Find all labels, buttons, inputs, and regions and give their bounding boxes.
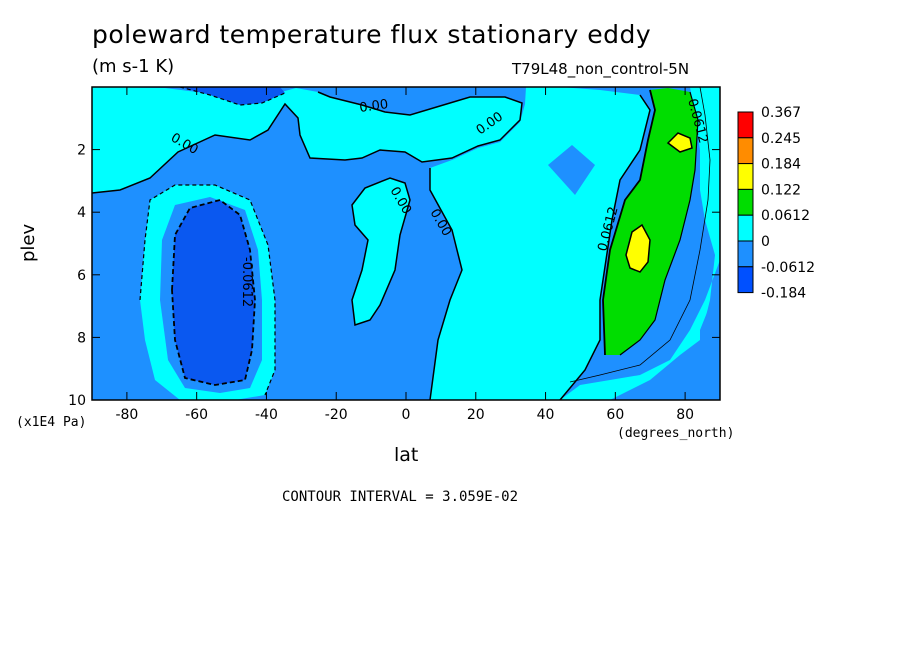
x-tick-label: 40 <box>537 407 555 423</box>
contour-thin-east <box>569 87 711 383</box>
colorbar-swatch <box>737 188 754 216</box>
contour-interval: CONTOUR INTERVAL = 3.059E-02 <box>282 489 519 505</box>
y-tick-label: 10 <box>68 393 86 409</box>
x-tick-label: -60 <box>185 407 208 423</box>
contour-pos-green-east <box>619 91 699 356</box>
colorbar-label: 0.367 <box>761 105 801 121</box>
y-tick-label: 2 <box>77 143 86 159</box>
x-tick-label: 20 <box>467 407 485 423</box>
colorbar-label: -0.0612 <box>761 260 815 276</box>
y-tick-label: 8 <box>77 330 86 346</box>
contour-neg-topleft <box>179 87 286 106</box>
contour-fills <box>92 87 720 400</box>
x-axis-label: lat <box>394 444 419 466</box>
colorbar-label: 0.245 <box>761 131 801 147</box>
contour-zero-east <box>559 94 651 400</box>
fill-darkblue-south <box>172 200 255 385</box>
contour-zero-tongue <box>351 177 411 327</box>
fill-cyan-center <box>430 87 650 400</box>
axes: -80 -60 -40 -20 0 20 40 60 80 2 4 6 8 10 <box>68 87 720 423</box>
colorbar-swatch <box>737 137 754 165</box>
contour-neg-south <box>171 199 256 386</box>
contour-label: -0.0612 <box>239 257 254 307</box>
fill-blue-east-island <box>548 145 595 195</box>
x-tick-label: 0 <box>402 407 411 423</box>
x-tick-label: 60 <box>606 407 624 423</box>
y-tick-label: 4 <box>77 205 86 221</box>
x-tick-label: -20 <box>325 407 348 423</box>
colorbar-label: 0.184 <box>761 157 801 173</box>
chart-units: (m s-1 K) <box>92 56 175 77</box>
colorbar-swatch <box>737 240 754 268</box>
colorbar-swatch <box>737 163 754 190</box>
contour-pos-yellow-upper <box>666 132 693 153</box>
x-tick-label: -40 <box>255 407 278 423</box>
contour-pos-green <box>602 89 656 356</box>
colorbar: 0.367 0.245 0.184 0.122 0.0612 0 -0.0612 -0.184 <box>737 105 815 302</box>
contour-zero-north <box>92 91 523 194</box>
contour-zero-center <box>429 168 463 400</box>
contour-zero-southring <box>139 184 276 396</box>
contour-label: 0.00 <box>358 97 389 116</box>
colorbar-swatch <box>737 111 754 139</box>
fill-blue-east-lower <box>700 280 720 400</box>
colorbar-label: 0.122 <box>761 182 801 198</box>
dataset-name: T79L48_non_control-5N <box>512 60 690 78</box>
x-tick-label: 80 <box>676 407 694 423</box>
fill-darkblue-topleft <box>180 87 285 105</box>
colorbar-label: 0.0612 <box>761 208 810 224</box>
fill-yellow-north-lower <box>626 225 650 272</box>
y-axis-label: plev <box>18 223 39 262</box>
fill-cyan-tongue <box>352 178 410 325</box>
y-axis-units: (x1E4 Pa) <box>16 415 87 430</box>
contour-lines <box>92 87 711 400</box>
y-tick-label: 6 <box>77 268 86 284</box>
fill-cyan-main <box>92 87 522 193</box>
chart-title: poleward temperature flux stationary edd… <box>92 20 652 49</box>
x-tick-label: -80 <box>115 407 138 423</box>
fill-green-north <box>603 88 698 355</box>
contour-pos-yellow-lower <box>625 223 651 273</box>
x-axis-units: (degrees_north) <box>617 426 735 441</box>
colorbar-label: 0 <box>761 234 770 250</box>
colorbar-swatch <box>737 214 754 242</box>
colorbar-swatch <box>737 266 754 294</box>
fill-cyan-east <box>560 87 720 400</box>
colorbar-label: -0.184 <box>761 286 806 302</box>
